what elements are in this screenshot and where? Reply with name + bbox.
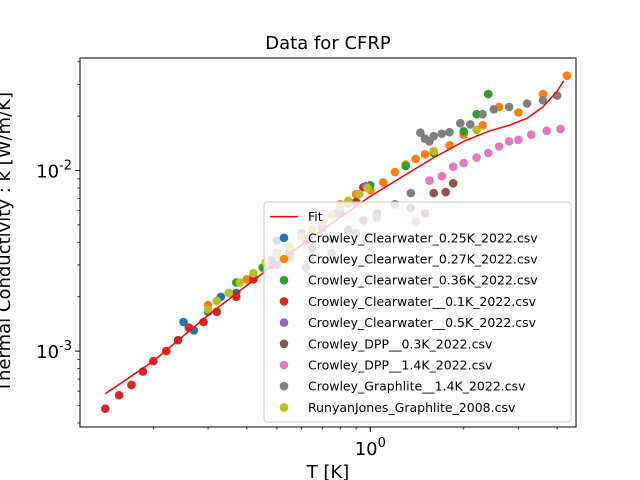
data-point bbox=[203, 305, 213, 314]
legend-label: Crowley_Clearwater__0.1K_2022.csv bbox=[308, 294, 537, 309]
data-point bbox=[478, 109, 487, 119]
legend-swatch bbox=[279, 381, 289, 391]
chart-title: Data for CFRP bbox=[265, 33, 391, 54]
data-point bbox=[456, 118, 465, 128]
data-point bbox=[514, 135, 523, 145]
legend-swatch bbox=[279, 339, 289, 349]
y-tick-label: 10-3 bbox=[36, 339, 72, 363]
legend-label: Crowley_Clearwater_0.36K_2022.csv bbox=[308, 273, 538, 288]
data-point bbox=[504, 102, 514, 112]
data-point bbox=[416, 128, 425, 137]
legend-label: Crowley_Clearwater_0.27K_2022.csv bbox=[308, 252, 538, 267]
data-point bbox=[224, 288, 234, 298]
data-point bbox=[562, 71, 572, 80]
data-point bbox=[420, 150, 430, 159]
data-point bbox=[199, 317, 208, 327]
data-point bbox=[504, 137, 514, 146]
data-point bbox=[437, 129, 447, 138]
data-point bbox=[429, 146, 439, 156]
data-point bbox=[494, 142, 504, 151]
data-point bbox=[472, 125, 481, 135]
data-point bbox=[429, 131, 439, 141]
data-point bbox=[354, 189, 364, 199]
data-point bbox=[538, 96, 548, 105]
data-point bbox=[466, 120, 475, 129]
data-point bbox=[378, 178, 388, 187]
data-point bbox=[363, 183, 372, 193]
legend-label: Crowley_DPP__0.3K_2022.csv bbox=[308, 336, 493, 351]
data-point bbox=[242, 275, 252, 284]
legend-box bbox=[263, 201, 572, 423]
data-point bbox=[390, 167, 400, 177]
series-6 bbox=[411, 124, 565, 227]
fit-line bbox=[104, 80, 565, 395]
data-point bbox=[472, 109, 481, 119]
legend-swatch bbox=[279, 318, 289, 327]
legend-swatch bbox=[279, 403, 289, 412]
data-point bbox=[478, 121, 487, 130]
data-point bbox=[526, 130, 536, 139]
legend-label: Crowley_Clearwater__0.5K_2022.csv bbox=[308, 315, 537, 330]
data-point bbox=[249, 268, 258, 278]
legend-swatch bbox=[279, 254, 289, 264]
data-point bbox=[401, 161, 411, 171]
legend-label: RunyanJones_Graphlite_2008.csv bbox=[308, 400, 516, 415]
data-point bbox=[538, 89, 548, 99]
data-point bbox=[212, 296, 222, 306]
data-point bbox=[472, 153, 481, 162]
data-point bbox=[514, 108, 523, 117]
data-point bbox=[411, 154, 421, 164]
legend-swatch bbox=[279, 360, 289, 370]
data-point bbox=[235, 278, 245, 287]
data-point bbox=[459, 127, 469, 136]
data-point bbox=[448, 179, 458, 188]
legend-swatch bbox=[279, 297, 289, 306]
data-point bbox=[406, 188, 416, 198]
data-point bbox=[437, 171, 447, 181]
legend-label: Fit bbox=[308, 209, 323, 224]
data-point bbox=[484, 148, 493, 158]
data-point bbox=[114, 390, 124, 400]
x-tick-label: 100 bbox=[355, 436, 386, 460]
data-point bbox=[542, 126, 551, 136]
data-point bbox=[425, 176, 434, 185]
data-point bbox=[429, 188, 439, 198]
data-point bbox=[101, 404, 110, 414]
data-point bbox=[441, 187, 451, 197]
data-point bbox=[522, 99, 532, 108]
data-point bbox=[127, 380, 136, 390]
legend-swatch bbox=[279, 233, 289, 243]
data-point bbox=[459, 158, 469, 168]
axis-ticks: 100 10-3 10-2 bbox=[36, 61, 558, 460]
x-axis-label: T [K] bbox=[306, 462, 350, 480]
data-point bbox=[448, 162, 458, 171]
y-axis-label: Thermal Conductivity : k [W/m/K] bbox=[0, 92, 15, 393]
data-point bbox=[489, 105, 499, 114]
data-point bbox=[556, 124, 565, 134]
legend-label: Crowley_Graphlite__1.4K_2022.csv bbox=[308, 379, 526, 394]
data-point bbox=[179, 317, 188, 327]
data-point bbox=[484, 89, 493, 99]
data-point bbox=[445, 127, 454, 137]
legend-label: Crowley_Clearwater_0.25K_2022.csv bbox=[308, 230, 538, 245]
legend-label: Crowley_DPP__1.4K_2022.csv bbox=[308, 358, 493, 373]
y-tick-label: 10-2 bbox=[36, 159, 72, 183]
legend-swatch bbox=[279, 275, 289, 285]
legend: Fit Crowley_Clearwater_0.25K_2022.csv Crow… bbox=[263, 201, 572, 423]
